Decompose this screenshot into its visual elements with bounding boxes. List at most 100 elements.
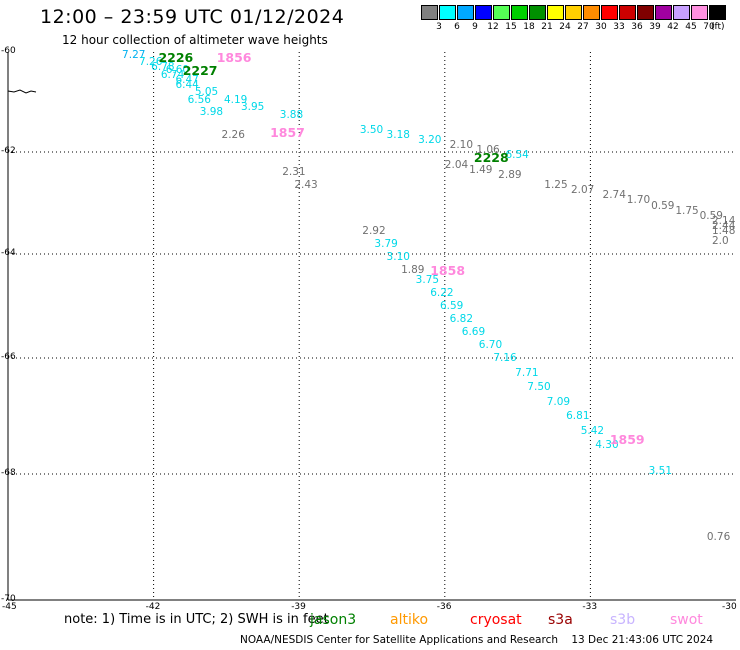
wave-height-value: 3.95 (240, 101, 265, 113)
wave-height-value: 2.10 (449, 138, 474, 151)
wave-height-value: 0.59 (651, 199, 675, 212)
wave-height-value: 1.25 (544, 179, 568, 192)
color-swatch (601, 5, 618, 20)
latitude-tick-label: -66 (1, 352, 16, 362)
latitude-tick-label: -60 (1, 46, 16, 56)
latitude-tick-label: -70 (1, 594, 16, 604)
footer: NOAA/NESDIS Center for Satellite Applica… (240, 634, 713, 646)
satellite-swot: swot (670, 612, 703, 628)
color-swatch-label: 3 (436, 22, 442, 32)
longitude-tick-label: -42 (145, 602, 161, 612)
wave-height-value: 7.16 (493, 352, 517, 364)
color-swatch (583, 5, 600, 20)
color-swatch (565, 5, 582, 20)
wave-height-value: 4.19 (223, 93, 248, 106)
color-swatch-label: 12 (487, 22, 499, 32)
color-swatch (547, 5, 564, 20)
color-swatch (511, 5, 528, 20)
wave-height-value: 6.70 (478, 339, 503, 351)
color-swatch (691, 5, 708, 20)
wave-height-value: 5.05 (194, 86, 219, 98)
color-swatch-label: 45 (685, 22, 697, 32)
wave-height-value: 1.48 (712, 225, 736, 238)
pass-time-label: 2226 (158, 50, 194, 65)
wave-height-value: 6.81 (566, 410, 590, 422)
wave-height-value: 6.60 (165, 63, 190, 76)
color-swatch-label: 42 (667, 22, 679, 32)
wave-height-value: 6.69 (461, 326, 486, 338)
color-swatch (673, 5, 690, 20)
wave-height-value: 2.92 (362, 225, 386, 238)
wave-height-value: 6.82 (449, 313, 474, 325)
longitude-tick-label: -45 (2, 602, 17, 612)
wave-height-value: 3.79 (374, 237, 398, 250)
longitude-tick-label: -39 (291, 602, 306, 612)
color-swatch (421, 5, 438, 20)
island-outline (7, 89, 37, 94)
color-swatch-label: 18 (523, 22, 535, 32)
wave-height-value: 7.27 (122, 48, 146, 61)
longitude-tick-label: -36 (436, 602, 452, 612)
wave-height-value: 2.26 (221, 128, 245, 141)
wave-height-value: 1.70 (626, 194, 651, 207)
wave-height-value: 2.0 (712, 235, 729, 248)
color-swatch-label: 36 (631, 22, 643, 32)
coastline-fragment (7, 89, 37, 94)
wave-height-value: 2.74 (602, 189, 626, 202)
satellite-cryosat: cryosat (470, 612, 522, 628)
wave-height-value: 3.50 (359, 123, 384, 136)
satellite-jason3: jason3 (310, 612, 357, 628)
wave-height-value: 1.06 (476, 143, 500, 156)
wave-height-value: 1.75 (675, 204, 699, 217)
wave-height-value: 6.22 (430, 287, 454, 299)
color-swatch-label: 21 (541, 22, 553, 32)
color-swatch-label: 33 (613, 22, 625, 32)
wave-height-value: 3.98 (199, 106, 224, 118)
color-swatch (709, 5, 726, 20)
wave-height-value: 2.04 (444, 158, 469, 171)
wave-height-value: 3.75 (415, 274, 440, 286)
latitude-tick-label: -64 (1, 248, 16, 258)
satellite-altiko: altiko (390, 612, 429, 628)
color-swatch (439, 5, 456, 20)
wave-height-value: 2.89 (498, 168, 522, 181)
color-swatch-label: 30 (595, 22, 607, 32)
wave-height-value: 6.56 (187, 93, 211, 106)
satellite-s3a: s3a (548, 612, 573, 628)
wave-height-value: 4.30 (595, 439, 619, 451)
wave-height-value: 1.49 (469, 163, 493, 176)
wave-height-value: 2.14 (712, 214, 736, 227)
wave-height-value: 3.10 (386, 250, 410, 263)
color-swatch (493, 5, 510, 20)
map-frame (7, 52, 736, 601)
graticule (8, 52, 736, 600)
wave-height-value: 2.44 (712, 219, 736, 232)
color-swatch-label: 15 (505, 22, 517, 32)
wave-height-value: 3.51 (648, 465, 673, 478)
wave-height-value: 6.54 (505, 148, 529, 161)
wave-height-value: 2.31 (282, 166, 306, 179)
map-subtitle: 12 hour collection of altimeter wave hei… (62, 33, 328, 47)
color-swatch-label: 70 (703, 22, 715, 32)
unit-label: (ft) (711, 22, 725, 32)
color-swatch (655, 5, 672, 20)
wave-height-value: 6.59 (439, 300, 464, 312)
wave-height-value: 7.50 (527, 381, 551, 393)
color-swatch (457, 5, 474, 20)
wave-height-value: 6.74 (160, 68, 185, 81)
map-title: 12:00 – 23:59 UTC 01/12/2024 (40, 6, 345, 28)
map-border (7, 52, 736, 601)
color-swatch (637, 5, 654, 20)
wave-height-value: 3.18 (386, 128, 410, 141)
latitude-tick-label: -62 (1, 146, 16, 156)
wave-height-value: 7.26 (139, 56, 163, 68)
wave-height-value: 3.20 (418, 133, 442, 146)
wave-height-value: 7.71 (515, 366, 539, 379)
wave-height-value: 2.43 (294, 179, 318, 192)
pass-time-label: 2228 (473, 150, 509, 166)
wave-height-value: 5.42 (580, 424, 605, 437)
color-swatch-label: 9 (472, 22, 478, 32)
wave-height-value: 0.76 (706, 531, 731, 543)
wave-height-value: 2.07 (570, 184, 595, 197)
longitude-tick-label: -33 (582, 602, 598, 612)
